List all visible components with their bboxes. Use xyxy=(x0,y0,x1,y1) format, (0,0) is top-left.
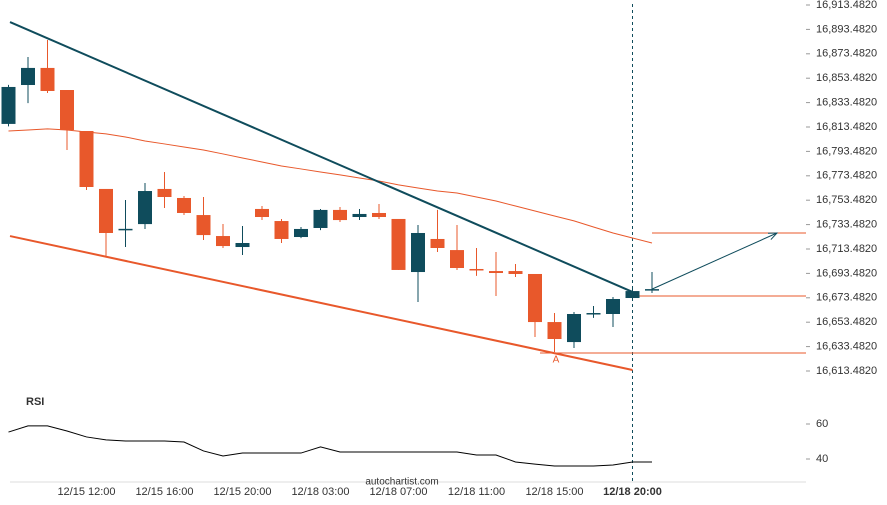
x-tick-label: 12/15 20:00 xyxy=(213,486,271,498)
candle-body xyxy=(547,322,562,340)
candle-body xyxy=(645,289,659,291)
x-tick-label: 12/18 15:00 xyxy=(525,486,583,498)
x-tick-label: 12/18 11:00 xyxy=(448,486,505,498)
candle-body xyxy=(138,191,152,225)
rsi-line xyxy=(8,425,652,467)
candle-body xyxy=(469,268,484,271)
x-tick-label: 12/18 20:00 xyxy=(603,486,662,498)
y-tick-label: 16,893.4820 xyxy=(816,23,877,35)
candle-body xyxy=(99,188,113,233)
x-tick-label: 12/18 03:00 xyxy=(291,486,349,498)
candle-body xyxy=(567,313,581,343)
y-tick-label: 40 xyxy=(816,453,828,465)
x-tick-label: 12/18 07:00 xyxy=(369,486,427,498)
y-tick-label: 16,633.4820 xyxy=(816,340,877,352)
candle-body xyxy=(450,250,464,269)
candle-body xyxy=(606,298,620,314)
candle-body xyxy=(60,90,74,131)
candle-body xyxy=(294,228,308,238)
candle-body xyxy=(333,209,347,221)
y-tick-label: 16,873.4820 xyxy=(816,48,877,60)
candle-body xyxy=(508,271,523,274)
candle-body xyxy=(372,212,386,218)
watermark: autochartist.com xyxy=(365,477,438,488)
x-tick-label: 12/15 12:00 xyxy=(57,486,115,498)
y-tick-label: 16,833.4820 xyxy=(816,97,877,109)
candle-body xyxy=(489,271,503,274)
y-tick-label: 16,713.4820 xyxy=(816,243,877,255)
forecast-arrow xyxy=(651,232,778,290)
y-tick-label: 16,773.4820 xyxy=(816,170,877,182)
y-tick-label: 16,793.4820 xyxy=(816,145,877,157)
candle-body xyxy=(118,228,133,231)
y-tick-label: 16,613.4820 xyxy=(816,365,877,377)
candle-body xyxy=(157,188,172,198)
y-tick-label: 60 xyxy=(816,418,828,430)
y-tick-label: 16,673.4820 xyxy=(816,292,877,304)
candle-body xyxy=(352,213,367,218)
moving-average xyxy=(8,128,653,244)
y-tick-label: 16,693.4820 xyxy=(816,267,877,279)
candle-body xyxy=(1,86,16,124)
arrow-head xyxy=(767,232,779,240)
candle-body xyxy=(196,215,211,236)
y-tick-label: 16,733.4820 xyxy=(816,219,877,231)
candle-body xyxy=(274,221,289,239)
resistance-line xyxy=(9,21,633,293)
candle-body xyxy=(255,208,269,218)
x-tick-label: 12/15 16:00 xyxy=(135,486,193,498)
candle-body xyxy=(586,313,601,315)
candle-body xyxy=(411,232,425,273)
candle-body xyxy=(21,67,35,86)
candle-body xyxy=(79,131,94,187)
y-tick-label: 16,813.4820 xyxy=(816,121,877,133)
y-tick-label: 16,913.4820 xyxy=(816,0,877,11)
candle-body xyxy=(177,197,191,213)
candle-body xyxy=(40,67,55,91)
candle-body xyxy=(528,273,542,323)
y-tick-label: 16,853.4820 xyxy=(816,72,877,84)
candle-body xyxy=(391,218,406,270)
candle-body xyxy=(313,209,328,228)
candle-body xyxy=(216,236,230,247)
y-tick-label: 16,753.4820 xyxy=(816,194,877,206)
candle-body xyxy=(625,291,640,299)
y-tick-label: 16,653.4820 xyxy=(816,316,877,328)
rsi-title: RSI xyxy=(26,396,44,408)
candle-body xyxy=(235,242,250,248)
point-label: A xyxy=(553,355,560,366)
support-line xyxy=(9,235,633,371)
candle-body xyxy=(430,238,445,248)
